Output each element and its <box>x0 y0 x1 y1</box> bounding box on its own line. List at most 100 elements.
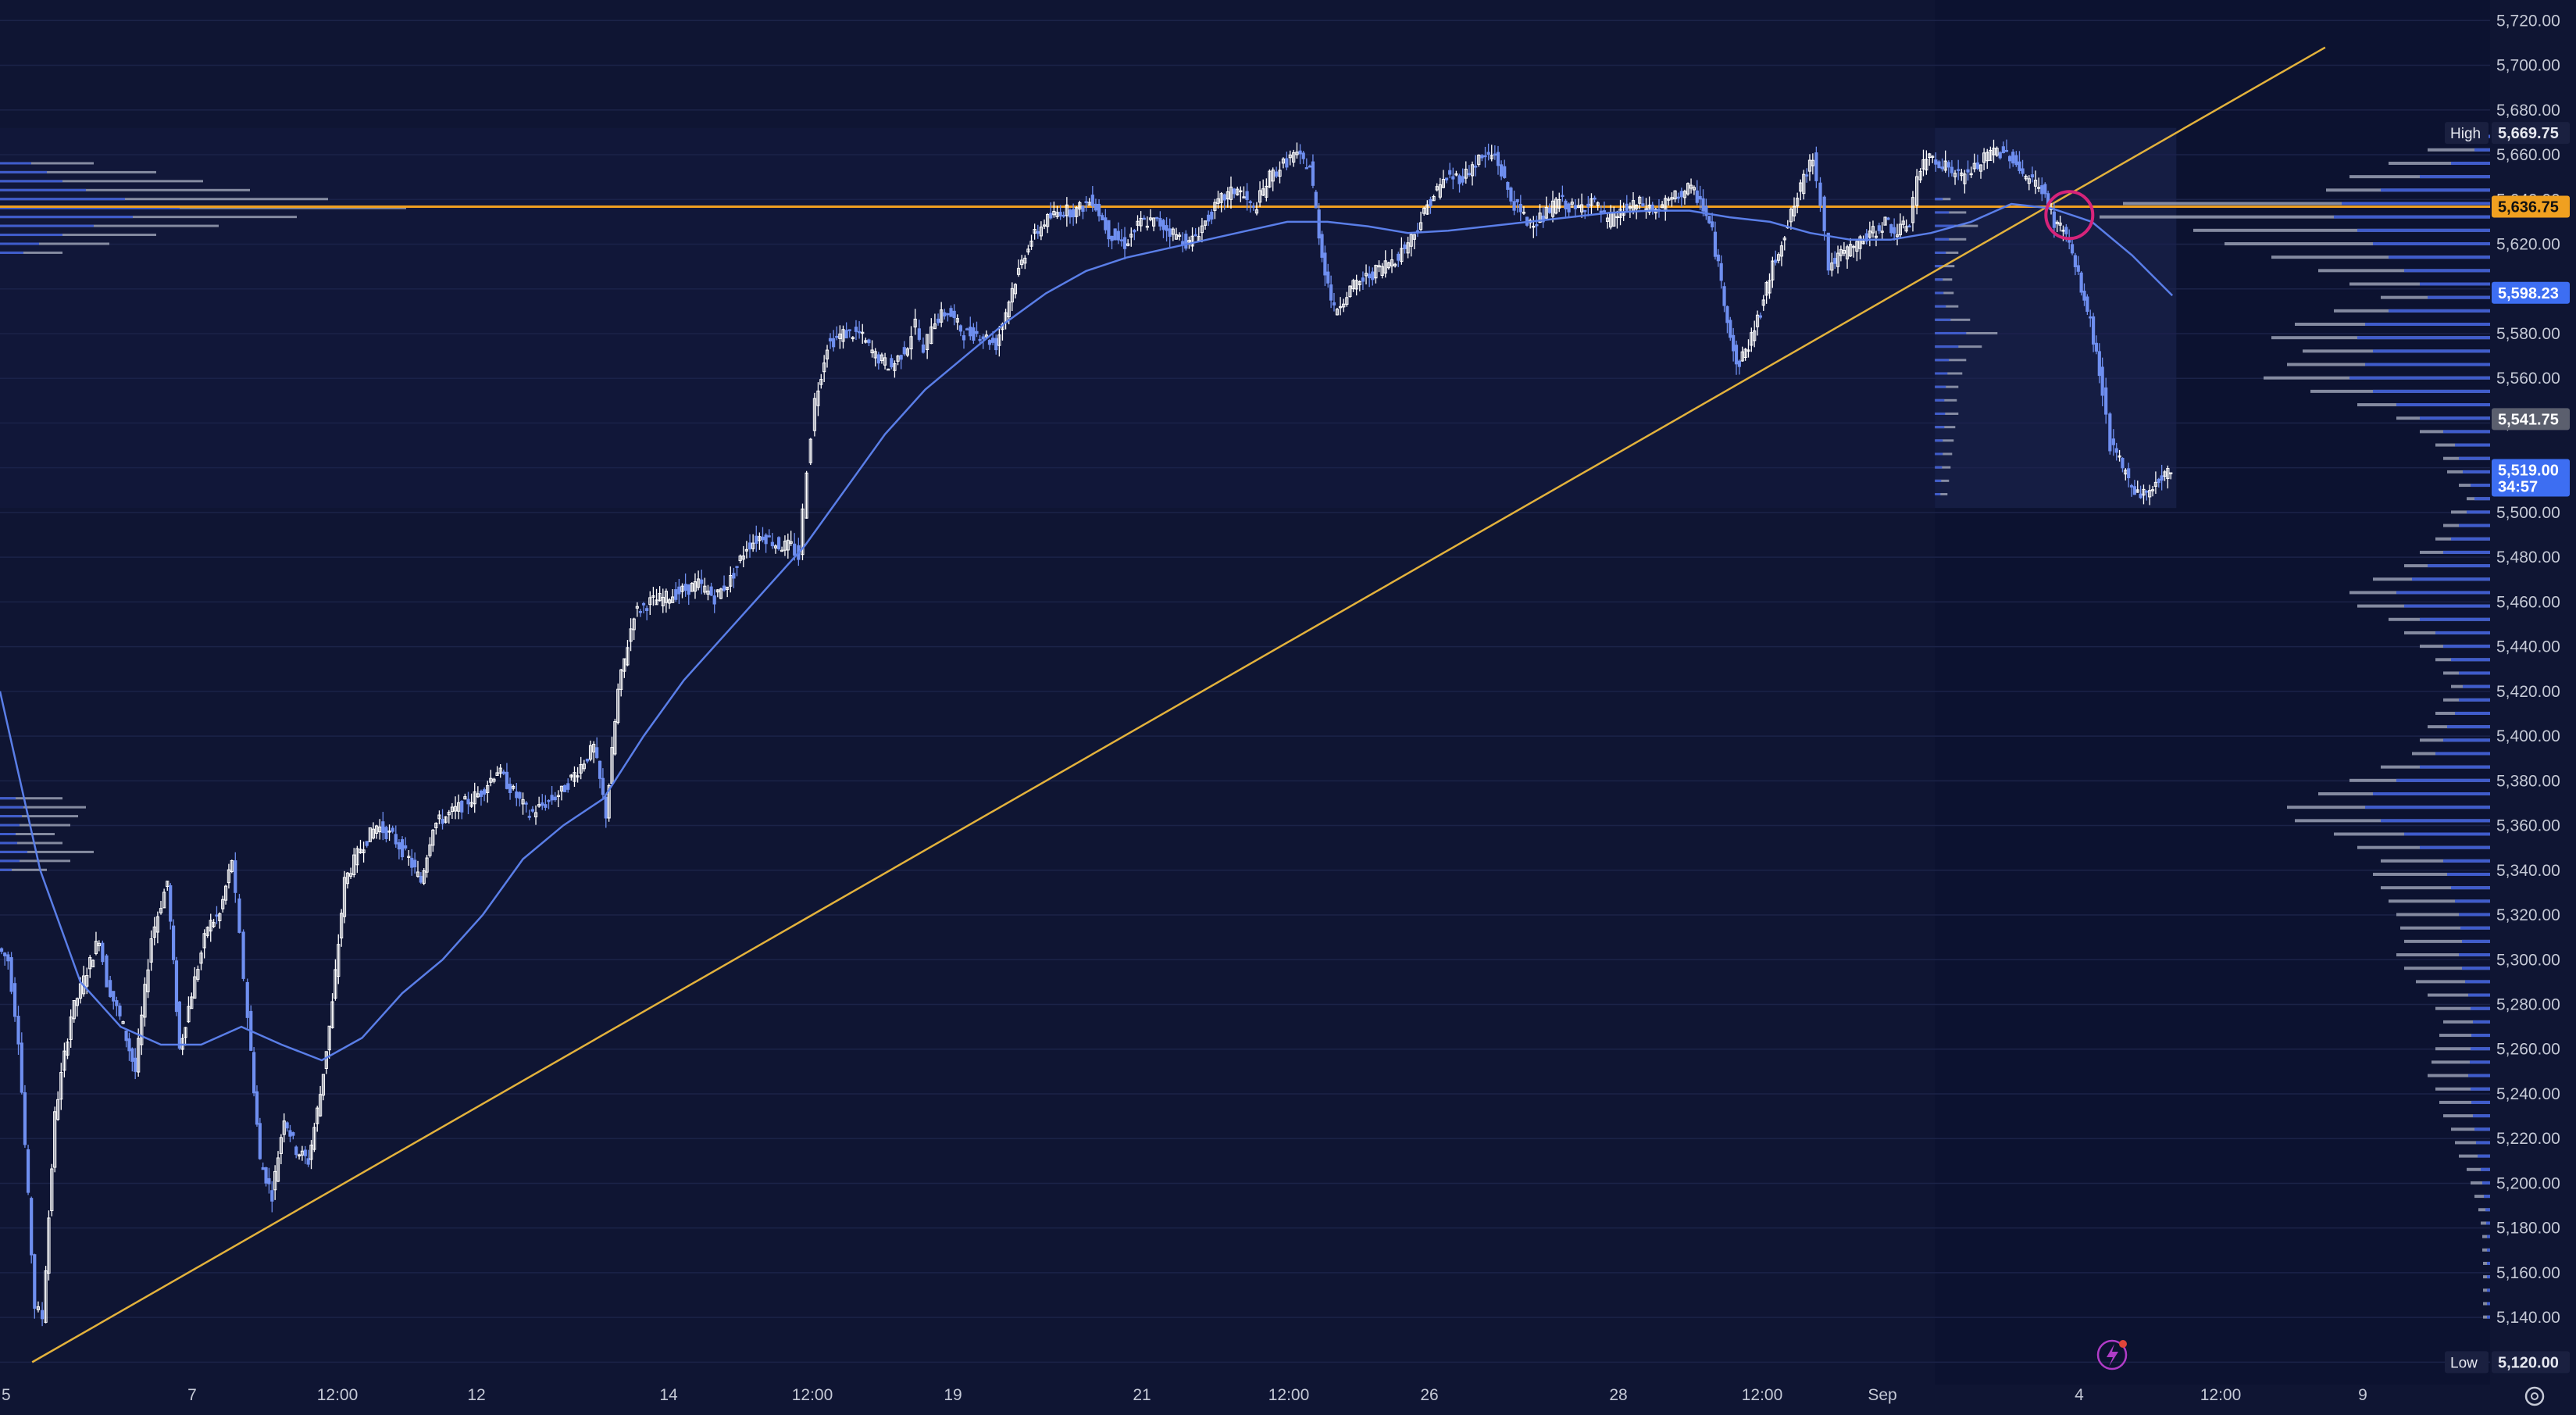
candle-body <box>1222 194 1226 201</box>
candle-body <box>2132 486 2136 495</box>
candle-body <box>709 586 713 596</box>
candle-body <box>1136 220 1140 226</box>
candle-body <box>1418 222 1423 230</box>
volume-bar-total <box>1935 385 1959 388</box>
candle-body <box>566 783 570 790</box>
candle-body <box>1579 204 1584 213</box>
candle-body <box>706 590 710 595</box>
candle-body <box>1113 228 1117 241</box>
candle-body <box>109 980 112 997</box>
volume-bar-total <box>2483 1315 2490 1319</box>
y-tick-label: 5,660.00 <box>2496 146 2560 164</box>
volume-bar-blue <box>2451 161 2490 165</box>
candle-body <box>1782 238 1786 241</box>
candle-body <box>1761 299 1765 306</box>
candle-body <box>969 327 972 337</box>
candle-body <box>1647 204 1651 213</box>
candle-body <box>890 358 894 368</box>
candle-body <box>1229 186 1233 200</box>
volume-bar-blue <box>1935 479 1942 482</box>
candle-body <box>2052 211 2056 228</box>
volume-bar-total <box>2482 1235 2490 1238</box>
candle-body <box>2001 146 2005 154</box>
candle-body <box>62 1050 66 1071</box>
candle-body <box>696 578 701 588</box>
candle-body <box>285 1122 289 1129</box>
volume-bar-total <box>1935 291 1954 295</box>
candle-body <box>909 336 913 350</box>
volume-bar-blue <box>1935 493 1941 496</box>
volume-bar-blue <box>2428 564 2490 568</box>
candle-body <box>1937 161 1941 169</box>
volume-bar-blue <box>2459 671 2490 675</box>
lightning-bolt-icon[interactable] <box>2096 1339 2128 1370</box>
volume-bar-total <box>2443 1114 2490 1118</box>
candle-body <box>486 784 490 793</box>
volume-bar-total <box>2471 1181 2490 1185</box>
candle-body <box>1586 203 1590 208</box>
candle-body <box>1779 245 1784 257</box>
trendline[interactable] <box>31 46 2326 1363</box>
candle-body <box>397 842 401 850</box>
candle-body <box>230 859 234 872</box>
candle-body <box>23 1092 27 1145</box>
candle-body <box>1055 212 1059 217</box>
candle-body <box>495 772 499 776</box>
candle-body <box>729 575 733 587</box>
volume-bar-blue <box>2443 738 2490 742</box>
candle-body <box>1448 170 1452 175</box>
candle-body <box>825 349 830 359</box>
highlight-circle[interactable] <box>2044 190 2095 241</box>
candle-body <box>422 870 426 884</box>
candle-body <box>563 784 567 792</box>
volume-bar-blue <box>2381 819 2490 823</box>
moving-average-line[interactable] <box>0 202 2174 1062</box>
volume-bar-blue <box>2365 323 2490 327</box>
candle-body <box>719 588 723 599</box>
candle-body <box>2153 481 2158 487</box>
volume-bar-blue <box>2428 295 2490 299</box>
candle-body <box>1311 161 1315 186</box>
gear-icon[interactable] <box>2524 1386 2545 1406</box>
volume-bar-blue <box>2451 886 2490 890</box>
volume-bar-blue <box>1935 398 1945 402</box>
candle-body <box>1329 284 1333 301</box>
volume-bar-total <box>2459 1154 2490 1158</box>
volume-bar-blue <box>2487 1315 2490 1319</box>
candle-body <box>2027 178 2031 184</box>
volume-bar-blue <box>2334 215 2490 219</box>
candle-body <box>1281 158 1286 164</box>
candle-body <box>958 325 962 332</box>
candle-body <box>1886 217 1890 220</box>
candle-body <box>1193 234 1197 237</box>
candle-body <box>2111 438 2115 445</box>
candle-body <box>187 1006 191 1023</box>
volume-bar-blue <box>2474 148 2490 152</box>
candle-body <box>1187 240 1191 243</box>
candle-body <box>50 1168 54 1212</box>
candle-body <box>896 356 900 362</box>
candle-body <box>1129 234 1133 238</box>
volume-bar-blue <box>0 198 125 201</box>
candle-body <box>1474 166 1478 168</box>
candle-body <box>2064 227 2068 234</box>
candle-body <box>1789 209 1793 223</box>
volume-bar-blue <box>2485 1208 2490 1212</box>
candle-body <box>2129 484 2134 488</box>
candles <box>0 139 2173 1327</box>
volume-bar-blue <box>2459 456 2490 460</box>
volume-bar-total <box>1935 493 1948 496</box>
y-tick-label: 5,700.00 <box>2496 57 2560 75</box>
candle-body <box>1207 214 1211 222</box>
candle-body <box>1049 213 1053 219</box>
volume-bar-blue <box>1935 291 1944 295</box>
candle-body <box>1071 209 1076 218</box>
candle-body <box>616 688 620 724</box>
candle-body <box>193 976 197 999</box>
candle-body <box>667 599 672 604</box>
candle-body <box>410 857 414 868</box>
candle-body <box>978 338 982 341</box>
x-tick-label: 12:00 <box>1268 1386 1310 1404</box>
candle-body <box>664 591 668 603</box>
